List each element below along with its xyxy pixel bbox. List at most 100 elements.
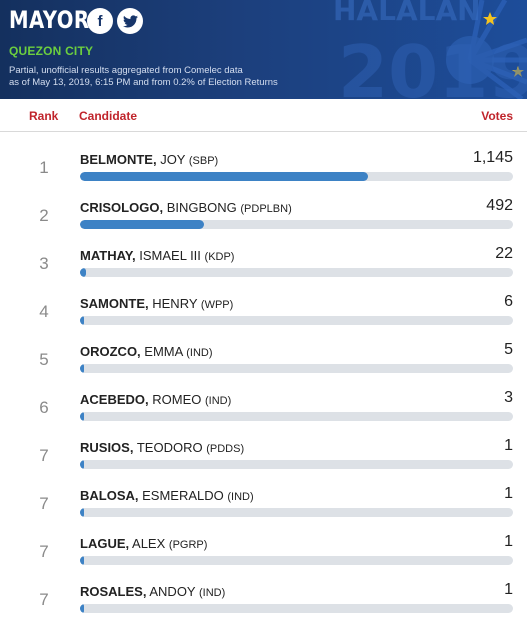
halalan-2019-banner-art: HALALAN 2019 <box>333 0 527 99</box>
vote-bar-fill <box>80 604 84 613</box>
candidate-last-name: ROSALES, <box>80 584 147 599</box>
vote-bar-track <box>80 556 513 565</box>
candidate-row: 5 OROZCO, EMMA (IND) 5 <box>0 340 527 388</box>
candidate-name: BALOSA, ESMERALDO (IND) <box>80 488 254 503</box>
rank-number: 2 <box>39 206 49 225</box>
vote-count: 1 <box>504 485 513 502</box>
candidate-last-name: LAGUE, <box>80 536 130 551</box>
vote-bar-track <box>80 220 513 229</box>
rank-column-header: Rank <box>29 109 59 123</box>
candidate-row: 7 BALOSA, ESMERALDO (IND) 1 <box>0 484 527 532</box>
candidate-row: 6 ACEBEDO, ROMEO (IND) 3 <box>0 388 527 436</box>
vote-bar-track <box>80 268 513 277</box>
candidate-party: (IND) <box>205 395 232 407</box>
rank-number: 7 <box>39 542 49 561</box>
vote-bar-fill <box>80 508 84 517</box>
results-description: Partial, unofficial results aggregated f… <box>9 65 339 89</box>
vote-count: 1,145 <box>472 149 513 166</box>
candidate-first-name: ISMAEL III <box>139 248 201 263</box>
vote-count: 5 <box>504 341 513 358</box>
rank-number: 7 <box>39 446 49 465</box>
vote-count: 1 <box>504 533 513 550</box>
candidate-name: ROSALES, ANDOY (IND) <box>80 584 225 599</box>
vote-count: 22 <box>495 245 513 262</box>
vote-bar-fill <box>80 556 84 565</box>
candidate-row: 7 RUSIOS, TEODORO (PDDS) 1 <box>0 436 527 484</box>
candidate-first-name: HENRY <box>152 296 198 311</box>
candidate-first-name: EMMA <box>144 344 183 359</box>
facebook-share-icon[interactable]: f <box>87 8 113 34</box>
vote-count: 1 <box>504 437 513 454</box>
candidate-last-name: ACEBEDO, <box>80 392 149 407</box>
rank-number: 6 <box>39 398 49 417</box>
votes-column-header: Votes <box>481 109 513 123</box>
vote-bar-track <box>80 316 513 325</box>
candidate-first-name: BINGBONG <box>166 200 237 215</box>
rank-number: 7 <box>39 590 49 609</box>
banner-text-halalan: HALALAN <box>333 0 481 27</box>
city-label: QUEZON CITY <box>9 44 94 58</box>
candidate-name: LAGUE, ALEX (PGRP) <box>80 536 207 551</box>
candidate-first-name: JOY <box>160 152 186 167</box>
candidate-name: MATHAY, ISMAEL III (KDP) <box>80 248 234 263</box>
candidate-party: (PDPLBN) <box>240 203 292 215</box>
candidate-party: (IND) <box>186 347 213 359</box>
candidate-last-name: RUSIOS, <box>80 440 134 455</box>
candidate-row: 1 BELMONTE, JOY (SBP) 1,145 <box>0 148 527 196</box>
twitter-bird-icon <box>122 14 138 27</box>
vote-bar-fill <box>80 172 369 181</box>
sun-circle-graphic <box>446 36 494 84</box>
results-header: HALALAN 2019 MAYOR f QUEZON CITY Partial… <box>0 0 527 99</box>
candidate-first-name: ANDOY <box>149 584 196 599</box>
candidate-column-header: Candidate <box>79 109 138 123</box>
candidate-last-name: BELMONTE, <box>80 152 157 167</box>
vote-count: 3 <box>504 389 513 406</box>
vote-bar-fill <box>80 412 84 421</box>
candidate-party: (SBP) <box>188 155 219 167</box>
candidate-name: BELMONTE, JOY (SBP) <box>80 152 218 167</box>
star-icons <box>483 12 524 77</box>
vote-count: 1 <box>504 581 513 598</box>
description-line-1: Partial, unofficial results aggregated f… <box>9 65 243 76</box>
candidate-last-name: SAMONTE, <box>80 296 149 311</box>
candidate-party: (PDDS) <box>206 443 245 455</box>
vote-bar-track <box>80 460 513 469</box>
candidate-row: 7 LAGUE, ALEX (PGRP) 1 <box>0 532 527 580</box>
rank-number: 7 <box>39 494 49 513</box>
candidate-row: 7 ROSALES, ANDOY (IND) 1 <box>0 580 527 617</box>
twitter-share-icon[interactable] <box>117 8 143 34</box>
vote-bar-track <box>80 412 513 421</box>
candidate-last-name: MATHAY, <box>80 248 136 263</box>
candidate-first-name: ALEX <box>132 536 166 551</box>
candidate-name: ACEBEDO, ROMEO (IND) <box>80 392 231 407</box>
vote-bar-fill <box>80 460 84 469</box>
candidate-party: (KDP) <box>204 251 235 263</box>
vote-bar-track <box>80 172 513 181</box>
vote-bar-track <box>80 508 513 517</box>
candidate-first-name: TEODORO <box>136 440 203 455</box>
vote-count: 6 <box>504 293 513 310</box>
candidate-last-name: CRISOLOGO, <box>80 200 164 215</box>
column-headers: Rank Candidate Votes <box>0 99 527 132</box>
vote-bar-track <box>80 604 513 613</box>
vote-bar-fill <box>80 220 204 229</box>
candidate-row: 4 SAMONTE, HENRY (WPP) 6 <box>0 292 527 340</box>
vote-count: 492 <box>486 197 513 214</box>
candidate-name: OROZCO, EMMA (IND) <box>80 344 213 359</box>
banner-text-year: 2019 <box>338 30 527 99</box>
candidate-party: (PGRP) <box>168 539 208 551</box>
page-title: MAYOR <box>9 6 90 34</box>
rank-number: 4 <box>39 302 49 321</box>
candidate-last-name: OROZCO, <box>80 344 141 359</box>
description-line-2: as of May 13, 2019, 6:15 PM and from 0.2… <box>9 77 278 88</box>
candidate-name: RUSIOS, TEODORO (PDDS) <box>80 440 244 455</box>
vote-bar-fill <box>80 364 84 373</box>
candidate-name: CRISOLOGO, BINGBONG (PDPLBN) <box>80 200 292 215</box>
candidate-party: (IND) <box>227 491 254 503</box>
rank-number: 5 <box>39 350 49 369</box>
candidate-party: (IND) <box>199 587 226 599</box>
vote-bar-fill <box>80 268 86 277</box>
candidate-row: 3 MATHAY, ISMAEL III (KDP) 22 <box>0 244 527 292</box>
candidate-party: (WPP) <box>200 299 234 311</box>
candidate-last-name: BALOSA, <box>80 488 139 503</box>
